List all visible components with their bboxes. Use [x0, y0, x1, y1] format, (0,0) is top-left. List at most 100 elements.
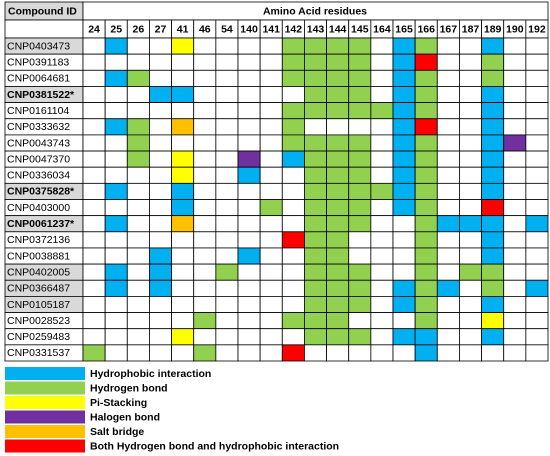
residue-label: 166 — [417, 23, 435, 35]
interaction-cell — [193, 166, 217, 184]
interaction-cell — [126, 344, 150, 362]
interaction-cell — [281, 37, 305, 55]
interaction-cell — [171, 53, 195, 71]
interaction-cell — [503, 166, 527, 184]
interaction-cell — [237, 328, 261, 346]
interaction-cell — [215, 279, 239, 297]
interaction-cell — [193, 134, 217, 152]
interaction-cell — [126, 166, 150, 184]
interaction-cell — [259, 86, 283, 103]
interaction-cell — [82, 37, 106, 55]
legend-swatch — [5, 367, 85, 380]
interaction-cell — [481, 150, 505, 168]
interaction-cell — [259, 53, 283, 71]
interaction-cell — [171, 263, 195, 281]
compound-header: Compound ID — [8, 5, 77, 17]
interaction-cell — [525, 102, 549, 120]
interaction-cell — [326, 295, 350, 313]
interaction-cell — [281, 102, 305, 120]
interaction-cell — [304, 312, 327, 330]
interaction-cell — [304, 118, 327, 136]
interaction-cell — [326, 215, 350, 233]
interaction-cell — [436, 69, 460, 87]
interaction-cell — [348, 182, 372, 200]
interaction-cell — [348, 150, 372, 168]
interaction-cell — [259, 102, 283, 120]
interaction-cell — [193, 263, 217, 281]
interaction-cell — [459, 182, 482, 200]
interaction-cell — [281, 86, 305, 103]
residue-label: 143 — [307, 23, 325, 35]
interaction-cell — [215, 247, 239, 265]
interaction-cell — [414, 53, 438, 71]
interaction-cell — [414, 86, 438, 103]
interaction-cell — [126, 328, 150, 346]
interaction-cell — [215, 53, 239, 71]
interaction-cell — [414, 166, 438, 184]
interaction-cell — [436, 263, 460, 281]
interaction-cell — [82, 199, 106, 217]
group-header: Amino Acid residues — [263, 5, 367, 17]
interaction-cell — [503, 134, 527, 152]
interaction-cell — [459, 231, 482, 249]
interaction-cell — [459, 295, 482, 313]
compound-id: CNP0161104 — [7, 105, 69, 117]
interaction-cell — [392, 53, 416, 71]
interaction-cell — [525, 166, 549, 184]
interaction-cell — [392, 312, 416, 330]
compound-id: CNP0391183 — [7, 57, 69, 69]
interaction-cell — [436, 86, 460, 103]
interaction-cell — [193, 118, 217, 136]
residue-label: 41 — [177, 23, 189, 35]
interaction-cell — [503, 312, 527, 330]
interaction-cell — [414, 328, 438, 346]
interaction-cell — [414, 215, 438, 233]
interaction-cell — [459, 86, 482, 103]
interaction-cell — [436, 215, 460, 233]
interaction-cell — [503, 69, 527, 87]
interaction-cell — [259, 247, 283, 265]
interaction-cell — [414, 344, 438, 362]
interaction-cell — [436, 199, 460, 217]
interaction-cell — [149, 279, 172, 297]
interaction-cell — [82, 182, 106, 200]
interaction-cell — [104, 182, 128, 200]
interaction-cell — [414, 134, 438, 152]
interaction-cell — [126, 69, 150, 87]
interaction-cell — [281, 231, 305, 249]
interaction-cell — [436, 312, 460, 330]
residue-label: 142 — [285, 23, 303, 35]
interaction-cell — [193, 37, 217, 55]
interaction-cell — [481, 102, 505, 120]
interaction-cell — [348, 344, 372, 362]
interaction-cell — [370, 215, 394, 233]
interaction-cell — [436, 37, 460, 55]
interaction-cell — [237, 263, 261, 281]
interaction-cell — [370, 102, 394, 120]
interaction-cell — [259, 118, 283, 136]
interaction-cell — [459, 312, 482, 330]
interaction-cell — [414, 182, 438, 200]
interaction-cell — [104, 86, 128, 103]
interaction-cell — [193, 182, 217, 200]
interaction-cell — [370, 166, 394, 184]
interaction-cell — [326, 263, 350, 281]
interaction-cell — [392, 86, 416, 103]
interaction-cell — [370, 199, 394, 217]
interaction-cell — [414, 199, 438, 217]
interaction-cell — [503, 53, 527, 71]
legend-label: Both Hydrogen bond and hydrophobic inter… — [90, 440, 339, 452]
interaction-cell — [281, 134, 305, 152]
interaction-cell — [237, 215, 261, 233]
interaction-cell — [436, 247, 460, 265]
interaction-cell — [193, 199, 217, 217]
interaction-cell — [149, 215, 172, 233]
interaction-cell — [503, 86, 527, 103]
interaction-cell — [237, 199, 261, 217]
interaction-cell — [281, 263, 305, 281]
interaction-cell — [171, 150, 195, 168]
interaction-cell — [459, 247, 482, 265]
residue-label: 140 — [240, 23, 258, 35]
interaction-cell — [348, 69, 372, 87]
interaction-cell — [481, 247, 505, 265]
